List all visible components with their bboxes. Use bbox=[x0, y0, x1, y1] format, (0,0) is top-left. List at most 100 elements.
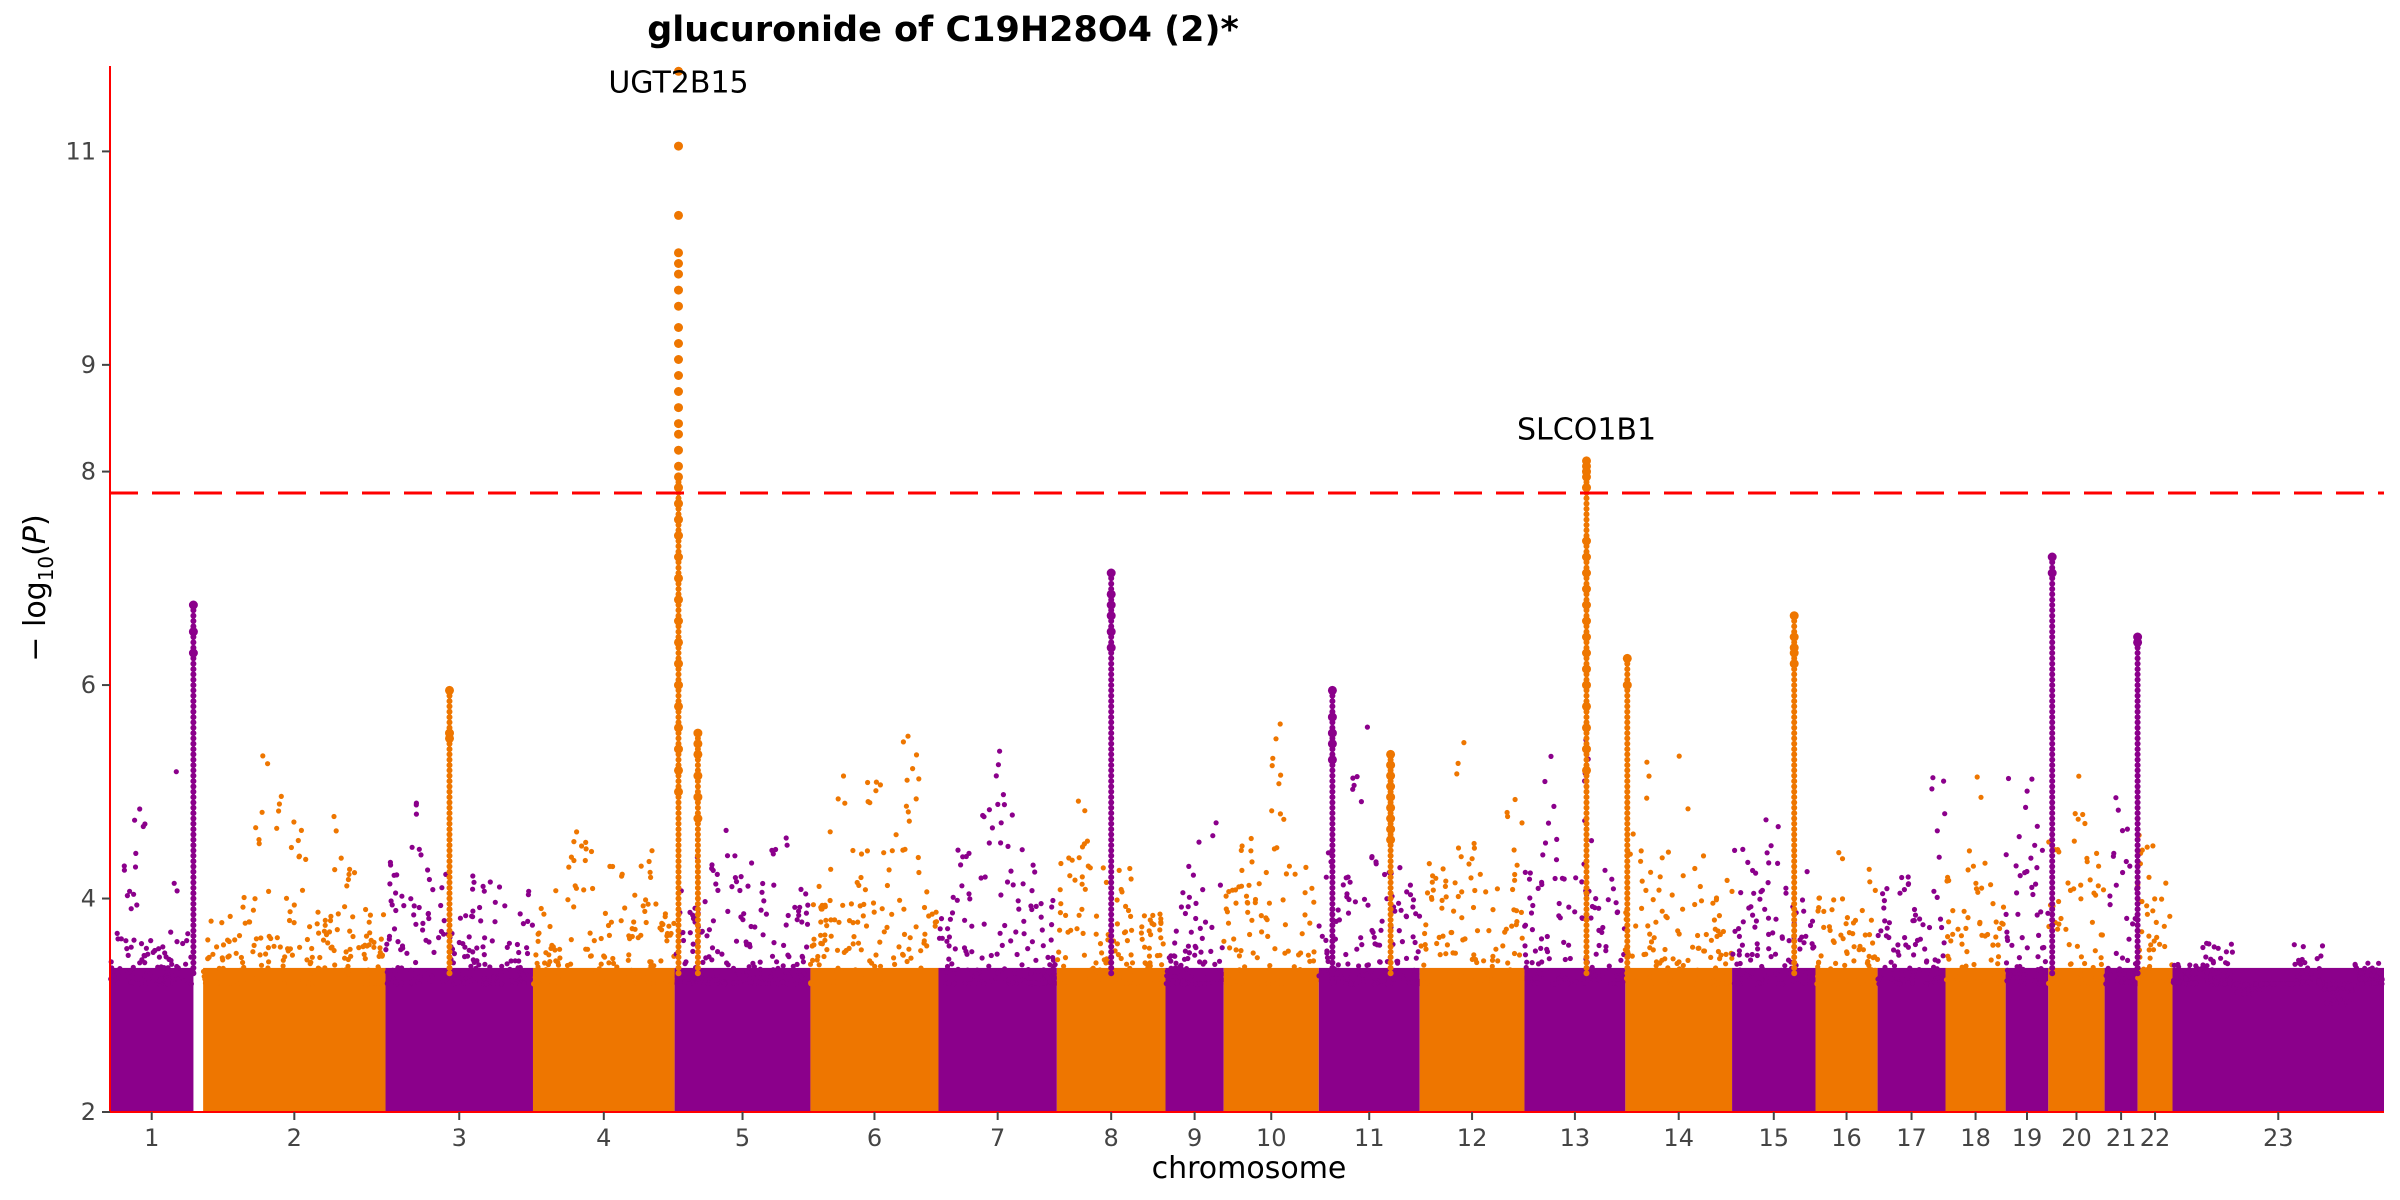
snp-point bbox=[632, 892, 638, 898]
snp-point bbox=[1385, 981, 1391, 987]
peak-stem-point bbox=[446, 826, 453, 833]
snp-point bbox=[827, 897, 833, 904]
snp-point bbox=[1182, 948, 1188, 954]
snp-point bbox=[898, 976, 905, 982]
snp-point bbox=[855, 919, 861, 925]
snp-point bbox=[2076, 773, 2082, 779]
peak-point bbox=[674, 531, 683, 541]
snp-point bbox=[2078, 882, 2084, 888]
snp-point bbox=[1373, 859, 1379, 865]
snp-point bbox=[1816, 895, 1822, 901]
snp-point bbox=[136, 981, 142, 987]
peak-stem-point bbox=[675, 868, 682, 875]
snp-point bbox=[1752, 924, 1758, 930]
peak-stem-point bbox=[1108, 922, 1115, 929]
snp-point bbox=[967, 896, 973, 902]
peak-point bbox=[693, 728, 703, 738]
snp-point bbox=[480, 883, 486, 890]
snp-point bbox=[1364, 724, 1370, 730]
snp-point bbox=[760, 880, 766, 887]
peak-point bbox=[1582, 632, 1591, 642]
snp-point bbox=[1159, 962, 1165, 968]
snp-point bbox=[602, 954, 608, 960]
snp-point bbox=[1354, 946, 1360, 952]
peak-stem-point bbox=[1108, 858, 1115, 865]
peak-stem-point bbox=[694, 906, 701, 913]
snp-point bbox=[2104, 981, 2110, 987]
snp-point bbox=[922, 931, 928, 937]
peak-stem-point bbox=[446, 772, 453, 779]
peak-point bbox=[674, 248, 683, 258]
peak-point bbox=[1106, 589, 1116, 599]
snp-point bbox=[1554, 836, 1560, 843]
peak-stem-point bbox=[2134, 804, 2141, 811]
snp-point bbox=[1815, 960, 1822, 966]
snp-point bbox=[947, 916, 954, 922]
peak-stem-point bbox=[1583, 804, 1590, 811]
snp-point bbox=[1950, 931, 1956, 937]
peak-stem-point bbox=[1583, 938, 1590, 945]
snp-point bbox=[350, 933, 356, 940]
snp-point bbox=[769, 953, 776, 959]
snp-point bbox=[802, 980, 808, 986]
peak-stem-point bbox=[1108, 810, 1115, 817]
snp-point bbox=[1266, 967, 1272, 973]
snp-point bbox=[1440, 866, 1446, 872]
snp-point bbox=[2003, 911, 2009, 918]
snp-point bbox=[1158, 935, 1164, 941]
snp-point bbox=[124, 946, 130, 952]
snp-point bbox=[1343, 875, 1349, 881]
snp-point bbox=[141, 952, 147, 959]
snp-point bbox=[1242, 964, 1248, 970]
snp-point bbox=[1872, 887, 1878, 894]
snp-point bbox=[824, 923, 830, 929]
snp-point bbox=[783, 835, 789, 841]
snp-point bbox=[1848, 980, 1854, 987]
snp-point bbox=[913, 752, 920, 758]
snp-point bbox=[1433, 875, 1439, 881]
snp-point bbox=[130, 964, 136, 970]
peak-stem-point bbox=[2049, 714, 2056, 721]
snp-point bbox=[1353, 981, 1359, 987]
snp-point bbox=[1698, 898, 1705, 904]
peak-stem-point bbox=[1791, 948, 1798, 955]
snp-point bbox=[426, 876, 432, 883]
snp-point bbox=[598, 935, 604, 942]
snp-point bbox=[1940, 953, 1946, 959]
snp-point bbox=[1905, 881, 1911, 888]
snp-point bbox=[709, 945, 716, 951]
peak-stem-point bbox=[446, 831, 453, 838]
snp-point bbox=[1916, 969, 1922, 976]
snp-point bbox=[680, 929, 686, 936]
snp-point bbox=[732, 853, 738, 859]
snp-point bbox=[1348, 981, 1354, 987]
snp-point bbox=[1258, 981, 1264, 987]
peak-stem-point bbox=[446, 868, 453, 875]
peak-point bbox=[674, 723, 683, 733]
peak-point bbox=[1582, 483, 1591, 493]
snp-point bbox=[1309, 885, 1315, 891]
snp-point bbox=[1970, 863, 1976, 869]
snp-point bbox=[1785, 957, 1792, 963]
peak-stem-point bbox=[1791, 767, 1798, 774]
snp-point bbox=[1765, 915, 1772, 921]
snp-point bbox=[1790, 978, 1796, 984]
snp-point bbox=[1468, 875, 1474, 881]
snp-point bbox=[471, 959, 477, 966]
peak-point bbox=[1789, 648, 1799, 658]
chromosome-dense-band bbox=[1223, 967, 1319, 1112]
peak-stem-point bbox=[1583, 964, 1590, 971]
snp-point bbox=[658, 958, 664, 964]
peak-stem-point bbox=[1387, 847, 1394, 854]
peak-stem-point bbox=[2134, 650, 2141, 656]
snp-point bbox=[1426, 861, 1432, 867]
snp-point bbox=[1000, 792, 1007, 798]
snp-point bbox=[606, 960, 612, 966]
snp-point bbox=[1778, 967, 1784, 973]
snp-point bbox=[2003, 852, 2009, 858]
snp-point bbox=[1886, 920, 1892, 926]
peak-stem-point bbox=[1108, 964, 1115, 971]
snp-point bbox=[1808, 978, 1815, 984]
chromosome-dense-band bbox=[1815, 967, 1878, 1112]
snp-point bbox=[1951, 980, 1958, 986]
